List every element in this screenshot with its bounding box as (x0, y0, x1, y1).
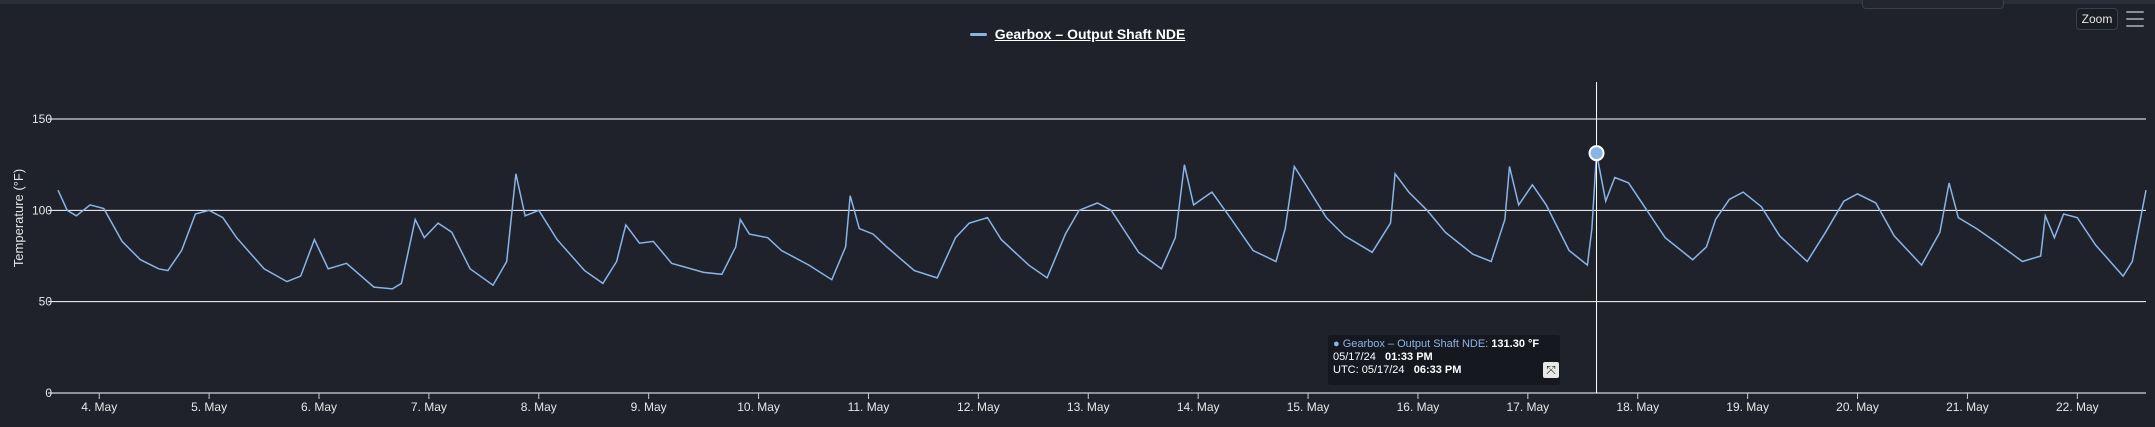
legend-swatch (969, 32, 987, 36)
x-tick-label: 20. May (1836, 400, 1879, 414)
x-tick-label: 10. May (737, 400, 780, 414)
tooltip-utc-time: 06:33 PM (1413, 364, 1462, 376)
tooltip-local-time: 01:33 PM (1385, 351, 1433, 363)
x-tick-label: 17. May (1506, 400, 1549, 414)
x-tick-label: 16. May (1397, 400, 1440, 414)
x-tick-label: 8. May (521, 400, 557, 414)
top-strip (0, 0, 2155, 4)
x-tick-label: 11. May (848, 400, 890, 414)
tooltip-utc-row: UTC: 05/17/24 06:33 PM (1333, 364, 1555, 377)
expand-icon[interactable]: ⤧ (1543, 362, 1559, 378)
tooltip-utc-label: UTC: 05/17/24 (1333, 364, 1405, 376)
zoom-button[interactable]: Zoom (2076, 8, 2118, 30)
menu-bar-top (2126, 11, 2144, 13)
x-tick-label: 15. May (1287, 400, 1330, 414)
tooltip-value: 131.30 °F (1491, 338, 1540, 350)
legend-series-name[interactable]: Gearbox – Output Shaft NDE (994, 26, 1186, 42)
x-tick-label: 6. May (301, 400, 337, 414)
x-tick-label: 13. May (1067, 400, 1110, 414)
x-tick-label: 7. May (411, 400, 447, 414)
x-tick-label: 4. May (81, 400, 117, 414)
y-tick-label: 0 (45, 386, 52, 400)
x-tick-label: 14. May (1177, 400, 1220, 414)
x-tick-label: 5. May (191, 400, 227, 414)
tooltip-local-date: 05/17/24 (1333, 351, 1376, 363)
grid-lines (48, 118, 2146, 394)
y-tick-label: 50 (39, 295, 53, 309)
x-tick-label: 18. May (1616, 400, 1659, 414)
x-tick-label: 22. May (2056, 400, 2099, 414)
hover-point-marker[interactable] (1588, 145, 1605, 162)
x-tick-label: 19. May (1726, 400, 1769, 414)
y-axis-label: Temperature (°F) (11, 169, 26, 267)
tooltip: ● Gearbox – Output Shaft NDE: 131.30 °F … (1328, 335, 1560, 385)
x-tick-label: 9. May (631, 400, 667, 414)
hamburger-menu-icon[interactable] (2126, 11, 2144, 27)
menu-bar-bottom (2126, 25, 2144, 27)
tooltip-local-row: 05/17/24 01:33 PM (1333, 351, 1555, 364)
series-line-gearbox-output-shaft-nde[interactable] (57, 153, 2147, 290)
x-tick-label: 21. May (1946, 400, 1989, 414)
x-axis: 4. May 5. May 6. May 7. May 8. May 9. May 10. … (81, 393, 2099, 414)
tooltip-series-name: ● Gearbox – Output Shaft NDE: (1333, 338, 1489, 350)
x-tick-label: 12. May (957, 400, 1000, 414)
menu-bar-middle (2126, 18, 2144, 20)
y-tick-label: 150 (32, 112, 52, 126)
y-tick-label: 100 (32, 203, 52, 217)
top-tab (1862, 0, 2004, 9)
tooltip-series-row: ● Gearbox – Output Shaft NDE: 131.30 °F (1333, 338, 1555, 351)
chart-legend[interactable]: Gearbox – Output Shaft NDE (0, 26, 2155, 42)
y-axis-ticks: 0 50 100 150 (32, 112, 52, 400)
